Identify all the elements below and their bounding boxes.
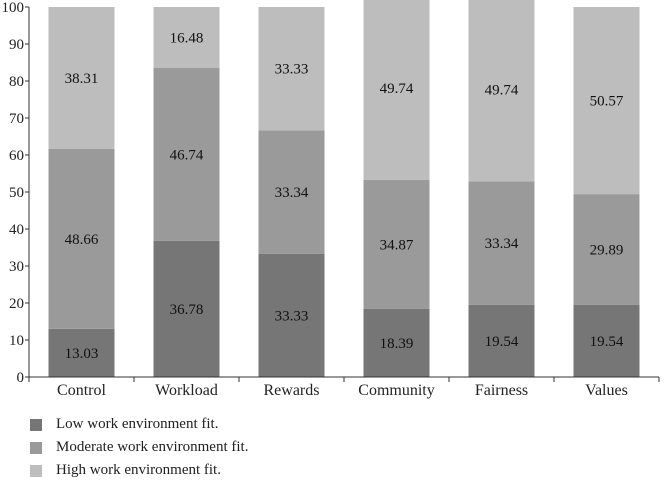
value-label-high-values: 50.57 — [590, 94, 624, 110]
x-tick-label-fairness: Fairness — [475, 382, 528, 399]
x-tick-label-control: Control — [57, 382, 106, 399]
y-tick-label-40: 40 — [9, 222, 24, 238]
x-tick-label-workload: Workload — [155, 382, 218, 399]
legend-label-high: High work environment fit. — [56, 462, 221, 478]
bar-high-workload — [153, 7, 220, 68]
value-label-high-workload: 16.48 — [170, 30, 204, 46]
axes-layer: Control Workload Rewards Community Fairness V… — [2, 0, 660, 399]
bar-moderate-community — [363, 179, 430, 309]
bars-layer — [48, 0, 640, 377]
y-tick-label-20: 20 — [9, 296, 24, 312]
legend-swatch-low — [30, 418, 42, 431]
bar-moderate-rewards — [258, 130, 325, 254]
y-tick-label-100: 100 — [2, 0, 25, 16]
legend: Low work environment fit. Moderate work … — [30, 413, 248, 482]
bar-low-values — [573, 304, 640, 377]
legend-swatch-high — [30, 464, 42, 477]
bar-high-rewards — [258, 7, 325, 131]
bar-low-fairness — [468, 304, 535, 377]
value-labels-layer: 13.03 48.66 38.31 36.78 46.74 16.48 33.33 33.34… — [65, 30, 624, 361]
x-tick-label-values: Values — [585, 382, 628, 399]
value-label-moderate-fairness: 33.34 — [485, 236, 519, 252]
y-tick-label-90: 90 — [9, 37, 24, 53]
value-label-high-community: 49.74 — [380, 81, 414, 97]
y-tick-label-70: 70 — [9, 111, 24, 127]
bar-moderate-workload — [153, 67, 220, 241]
legend-label-moderate: Moderate work environment fit. — [56, 439, 249, 455]
y-tick-label-50: 50 — [9, 185, 24, 201]
value-label-moderate-workload: 46.74 — [170, 147, 204, 163]
value-label-low-control: 13.03 — [65, 346, 99, 362]
y-tick-label-80: 80 — [9, 74, 24, 90]
value-label-high-rewards: 33.33 — [275, 62, 309, 78]
value-label-high-control: 38.31 — [65, 71, 99, 87]
bar-moderate-values — [573, 194, 640, 305]
bar-high-community — [363, 0, 430, 180]
y-tick-label-60: 60 — [9, 148, 24, 164]
legend-item-high: High work environment fit. — [30, 459, 248, 482]
bar-low-community — [363, 308, 430, 377]
legend-swatch-moderate — [30, 441, 42, 454]
legend-item-moderate: Moderate work environment fit. — [30, 436, 248, 459]
legend-label-low: Low work environment fit. — [56, 416, 219, 432]
value-label-moderate-control: 48.66 — [65, 232, 99, 248]
bar-high-control — [48, 7, 115, 149]
y-tick-label-30: 30 — [9, 259, 24, 275]
value-label-low-values: 19.54 — [590, 334, 624, 350]
value-label-moderate-rewards: 33.34 — [275, 185, 309, 201]
value-label-moderate-values: 29.89 — [590, 242, 624, 258]
bar-low-workload — [153, 240, 220, 377]
x-tick-label-community: Community — [358, 382, 434, 399]
bar-moderate-fairness — [468, 181, 535, 305]
value-label-low-rewards: 33.33 — [275, 308, 309, 324]
stacked-bar-chart: Control Workload Rewards Community Fairness V… — [2, 0, 660, 399]
y-tick-label-0: 0 — [17, 370, 25, 386]
value-label-low-community: 18.39 — [380, 336, 414, 352]
value-label-low-fairness: 19.54 — [485, 334, 519, 350]
value-label-low-workload: 36.78 — [170, 302, 204, 318]
bar-moderate-control — [48, 148, 115, 329]
bar-low-control — [48, 328, 115, 377]
bar-high-values — [573, 7, 640, 195]
value-label-high-fairness: 49.74 — [485, 82, 519, 98]
y-tick-label-10: 10 — [9, 333, 24, 349]
bar-high-fairness — [468, 0, 535, 182]
legend-item-low: Low work environment fit. — [30, 413, 248, 436]
bar-low-rewards — [258, 253, 325, 377]
x-tick-label-rewards: Rewards — [264, 382, 320, 399]
value-label-moderate-community: 34.87 — [380, 237, 414, 253]
